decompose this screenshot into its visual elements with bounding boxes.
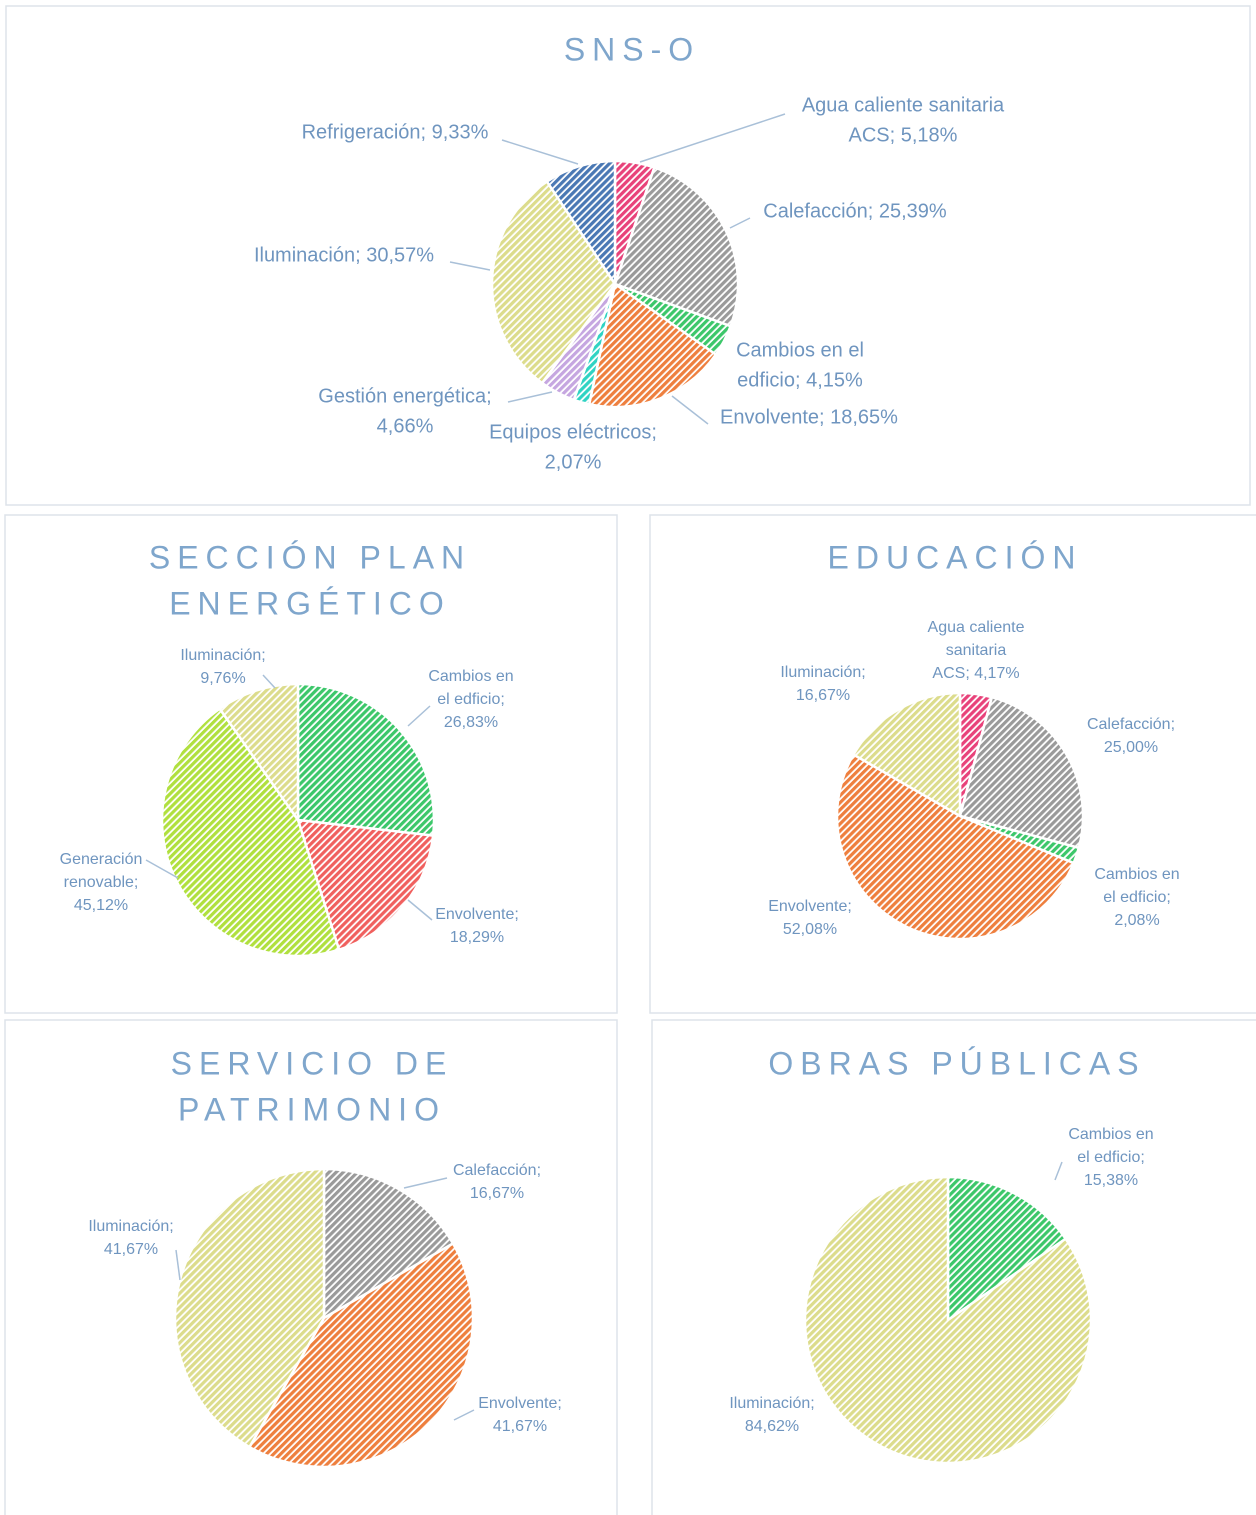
data-label: 26,83% bbox=[444, 714, 498, 731]
pie-slice bbox=[247, 1241, 475, 1469]
leader-line bbox=[1054, 1161, 1063, 1181]
leader-line bbox=[507, 391, 553, 403]
leader-line bbox=[262, 674, 276, 689]
data-label: Envolvente; bbox=[478, 1395, 562, 1412]
data-label: 41,67% bbox=[493, 1418, 547, 1435]
pie-slice bbox=[160, 707, 341, 958]
data-label: edficio; 4,15% bbox=[737, 369, 863, 391]
leader-line bbox=[145, 859, 179, 879]
pie-slice bbox=[835, 752, 1076, 941]
data-label: Calefacción; bbox=[1087, 716, 1175, 733]
data-label: Envolvente; bbox=[435, 906, 519, 923]
data-label: Iluminación; bbox=[729, 1395, 814, 1412]
data-label: 16,67% bbox=[796, 687, 850, 704]
pie-slice bbox=[958, 695, 1085, 850]
pie-slice bbox=[322, 1167, 455, 1321]
leader-line bbox=[639, 113, 786, 163]
leader-line bbox=[407, 705, 431, 727]
data-label: Calefacción; bbox=[453, 1162, 541, 1179]
data-label: el edficio; bbox=[1103, 889, 1171, 906]
data-label: Envolvente; bbox=[768, 898, 852, 915]
data-label: Cambios en bbox=[1068, 1126, 1153, 1143]
pie-slice bbox=[217, 682, 300, 824]
data-label: Iluminación; bbox=[88, 1218, 173, 1235]
data-label: Iluminación; bbox=[180, 647, 265, 664]
data-label: el edficio; bbox=[1077, 1149, 1145, 1166]
data-label: Iluminación; bbox=[780, 664, 865, 681]
pie-slice bbox=[545, 159, 617, 289]
leader-line bbox=[407, 899, 433, 921]
data-label: renovable; bbox=[64, 874, 139, 891]
data-label: 52,08% bbox=[783, 921, 837, 938]
data-label: Cambios en bbox=[428, 668, 513, 685]
data-label: Cambios en bbox=[1094, 866, 1179, 883]
data-label: Calefacción; 25,39% bbox=[763, 200, 947, 222]
chart-title: OBRAS PÚBLICAS bbox=[768, 1045, 1145, 1081]
chart-title: EDUCACIÓN bbox=[827, 539, 1082, 575]
leader-line bbox=[453, 1409, 475, 1421]
pie-slice bbox=[296, 818, 435, 952]
data-label: ACS; 5,18% bbox=[849, 124, 958, 146]
data-label: Iluminación; 30,57% bbox=[254, 244, 434, 266]
data-label: Envolvente; 18,65% bbox=[720, 406, 898, 428]
data-label: 4,66% bbox=[377, 415, 434, 437]
data-label: sanitaria bbox=[946, 642, 1007, 659]
data-label: 41,67% bbox=[104, 1241, 158, 1258]
data-label: Cambios en el bbox=[736, 339, 864, 361]
data-label: ACS; 4,17% bbox=[932, 665, 1019, 682]
data-label: 18,29% bbox=[450, 929, 504, 946]
chart-title: ENERGÉTICO bbox=[169, 585, 451, 621]
leader-line bbox=[671, 395, 709, 425]
data-label: Generación bbox=[60, 851, 143, 868]
leader-line bbox=[403, 1177, 448, 1189]
data-label: 84,62% bbox=[745, 1418, 799, 1435]
pie-slice bbox=[946, 1175, 1068, 1323]
data-label: 25,00% bbox=[1104, 739, 1158, 756]
chart-title: PATRIMONIO bbox=[178, 1091, 446, 1127]
pie-slice bbox=[851, 691, 962, 819]
data-label: 45,12% bbox=[74, 897, 128, 914]
pie-slice bbox=[587, 281, 718, 409]
pie-slice bbox=[613, 165, 740, 328]
data-label: 2,07% bbox=[545, 451, 602, 473]
data-label: Agua caliente bbox=[928, 619, 1025, 636]
leader-line bbox=[501, 139, 579, 165]
chart-title: SERVICIO DE bbox=[171, 1045, 454, 1081]
chart-title: SNS-O bbox=[564, 31, 700, 67]
data-label: 9,76% bbox=[200, 670, 245, 687]
data-label: Gestión energética; bbox=[318, 385, 491, 407]
pie-slice bbox=[296, 682, 436, 837]
leader-line bbox=[449, 261, 491, 271]
data-label: el edficio; bbox=[437, 691, 505, 708]
pie-slice bbox=[490, 179, 617, 385]
leader-line bbox=[729, 217, 751, 229]
data-label: 15,38% bbox=[1084, 1172, 1138, 1189]
data-label: 16,67% bbox=[470, 1185, 524, 1202]
data-label: 2,08% bbox=[1114, 912, 1159, 929]
data-label: Agua caliente sanitaria bbox=[802, 94, 1005, 116]
data-label: Refrigeración; 9,33% bbox=[302, 121, 489, 143]
leader-line bbox=[175, 1249, 181, 1281]
data-label: Equipos eléctricos; bbox=[489, 421, 657, 443]
chart-title: SECCIÓN PLAN bbox=[149, 539, 471, 575]
pie-slice bbox=[803, 1175, 1093, 1465]
